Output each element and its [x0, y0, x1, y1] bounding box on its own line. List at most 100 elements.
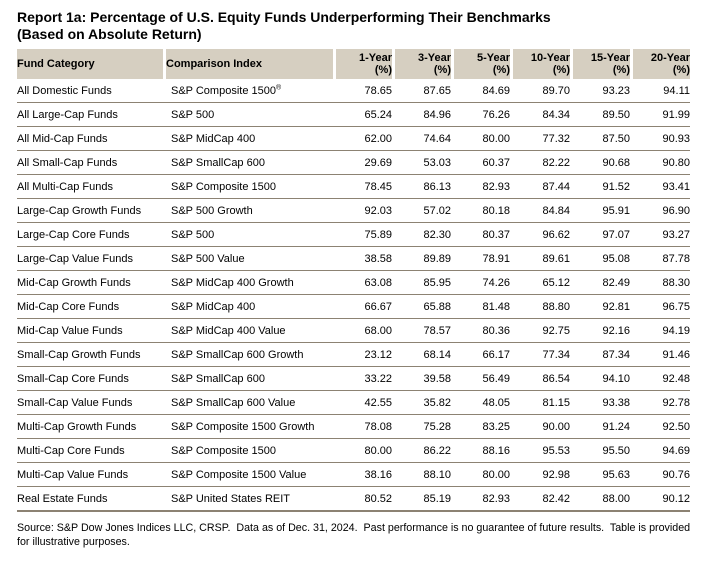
- comparison-index-label: S&P Composite 1500 Value: [171, 468, 307, 481]
- comparison-index-label: S&P 500: [171, 108, 215, 121]
- comparison-index-cell: S&P Composite 1500: [163, 175, 333, 199]
- value-cell-10-year: 92.98: [510, 463, 570, 487]
- value-cell-10-year: 95.53: [510, 439, 570, 463]
- period-unit-label: (%): [492, 64, 510, 76]
- value-cell-15-year: 91.24: [570, 415, 630, 439]
- table-row: Large-Cap Value Funds S&P 500 Value 38.5…: [17, 247, 690, 271]
- value-cell-5-year: 80.18: [451, 199, 510, 223]
- value-cell-15-year: 88.00: [570, 487, 630, 512]
- value-cell-20-year: 96.90: [630, 199, 690, 223]
- table-row: All Domestic Funds S&P Composite 1500® 7…: [17, 79, 690, 103]
- value-cell-3-year: 74.64: [392, 127, 451, 151]
- value-cell-1-year: 78.08: [333, 415, 392, 439]
- report-title: Report 1a: Percentage of U.S. Equity Fun…: [17, 9, 690, 43]
- value-cell-15-year: 94.10: [570, 367, 630, 391]
- value-cell-1-year: 80.52: [333, 487, 392, 512]
- comparison-index-cell: S&P MidCap 400 Value: [163, 319, 333, 343]
- source-note: Source: S&P Dow Jones Indices LLC, CRSP.…: [17, 522, 694, 548]
- value-cell-5-year: 80.37: [451, 223, 510, 247]
- value-cell-10-year: 84.84: [510, 199, 570, 223]
- value-cell-15-year: 91.52: [570, 175, 630, 199]
- value-cell-1-year: 68.00: [333, 319, 392, 343]
- value-cell-3-year: 85.19: [392, 487, 451, 512]
- fund-category-cell: Mid-Cap Core Funds: [17, 295, 163, 319]
- value-cell-1-year: 65.24: [333, 103, 392, 127]
- col-header-15-year: 15-Year (%): [570, 49, 630, 79]
- value-cell-20-year: 91.46: [630, 343, 690, 367]
- value-cell-20-year: 90.76: [630, 463, 690, 487]
- value-cell-3-year: 65.88: [392, 295, 451, 319]
- table-row: All Multi-Cap Funds S&P Composite 1500 7…: [17, 175, 690, 199]
- value-cell-5-year: 82.93: [451, 487, 510, 512]
- col-header-fund-category: Fund Category: [17, 49, 163, 79]
- value-cell-20-year: 94.11: [630, 79, 690, 103]
- col-header-3-year: 3-Year (%): [392, 49, 451, 79]
- value-cell-3-year: 85.95: [392, 271, 451, 295]
- value-cell-1-year: 78.65: [333, 79, 392, 103]
- value-cell-1-year: 23.12: [333, 343, 392, 367]
- value-cell-3-year: 86.13: [392, 175, 451, 199]
- value-cell-10-year: 84.34: [510, 103, 570, 127]
- value-cell-5-year: 66.17: [451, 343, 510, 367]
- value-cell-5-year: 78.91: [451, 247, 510, 271]
- period-unit-label: (%): [433, 64, 451, 76]
- fund-category-cell: All Small-Cap Funds: [17, 151, 163, 175]
- comparison-index-cell: S&P MidCap 400: [163, 295, 333, 319]
- table-row: Multi-Cap Growth Funds S&P Composite 150…: [17, 415, 690, 439]
- fund-category-cell: Large-Cap Core Funds: [17, 223, 163, 247]
- value-cell-15-year: 87.50: [570, 127, 630, 151]
- col-header-10-year: 10-Year (%): [510, 49, 570, 79]
- fund-category-cell: All Mid-Cap Funds: [17, 127, 163, 151]
- comparison-index-cell: S&P United States REIT: [163, 487, 333, 512]
- comparison-index-cell: S&P 500 Value: [163, 247, 333, 271]
- value-cell-3-year: 68.14: [392, 343, 451, 367]
- value-cell-5-year: 81.48: [451, 295, 510, 319]
- comparison-index-label: S&P Composite 1500: [171, 84, 276, 97]
- value-cell-3-year: 35.82: [392, 391, 451, 415]
- table-row: Large-Cap Core Funds S&P 500 75.89 82.30…: [17, 223, 690, 247]
- value-cell-10-year: 65.12: [510, 271, 570, 295]
- value-cell-3-year: 87.65: [392, 79, 451, 103]
- value-cell-1-year: 62.00: [333, 127, 392, 151]
- fund-category-cell: Multi-Cap Value Funds: [17, 463, 163, 487]
- value-cell-3-year: 53.03: [392, 151, 451, 175]
- comparison-index-cell: S&P MidCap 400 Growth: [163, 271, 333, 295]
- value-cell-1-year: 33.22: [333, 367, 392, 391]
- value-cell-5-year: 48.05: [451, 391, 510, 415]
- table-row: Mid-Cap Growth Funds S&P MidCap 400 Grow…: [17, 271, 690, 295]
- value-cell-3-year: 89.89: [392, 247, 451, 271]
- value-cell-10-year: 89.70: [510, 79, 570, 103]
- comparison-index-label: S&P United States REIT: [171, 492, 291, 505]
- value-cell-15-year: 90.68: [570, 151, 630, 175]
- fund-category-cell: All Domestic Funds: [17, 79, 163, 103]
- table-body: All Domestic Funds S&P Composite 1500® 7…: [17, 79, 690, 512]
- col-header-comparison-index: Comparison Index: [163, 49, 333, 79]
- value-cell-10-year: 82.22: [510, 151, 570, 175]
- comparison-index-cell: S&P SmallCap 600: [163, 367, 333, 391]
- comparison-index-cell: S&P 500: [163, 223, 333, 247]
- value-cell-10-year: 89.61: [510, 247, 570, 271]
- comparison-index-label: S&P SmallCap 600: [171, 156, 265, 169]
- table-row: Large-Cap Growth Funds S&P 500 Growth 92…: [17, 199, 690, 223]
- value-cell-20-year: 94.19: [630, 319, 690, 343]
- value-cell-5-year: 83.25: [451, 415, 510, 439]
- comparison-index-cell: S&P SmallCap 600 Value: [163, 391, 333, 415]
- comparison-index-cell: S&P Composite 1500 Value: [163, 463, 333, 487]
- period-unit-label: (%): [672, 64, 690, 76]
- value-cell-5-year: 74.26: [451, 271, 510, 295]
- table-row: Mid-Cap Core Funds S&P MidCap 400 66.67 …: [17, 295, 690, 319]
- value-cell-5-year: 88.16: [451, 439, 510, 463]
- value-cell-15-year: 95.08: [570, 247, 630, 271]
- fund-category-cell: Multi-Cap Core Funds: [17, 439, 163, 463]
- fund-category-cell: All Multi-Cap Funds: [17, 175, 163, 199]
- value-cell-1-year: 78.45: [333, 175, 392, 199]
- table-row: All Small-Cap Funds S&P SmallCap 600 29.…: [17, 151, 690, 175]
- value-cell-10-year: 86.54: [510, 367, 570, 391]
- period-label: 5-Year: [476, 52, 510, 64]
- value-cell-15-year: 92.16: [570, 319, 630, 343]
- fund-category-cell: Small-Cap Core Funds: [17, 367, 163, 391]
- value-cell-10-year: 82.42: [510, 487, 570, 512]
- period-unit-label: (%): [374, 64, 392, 76]
- value-cell-1-year: 42.55: [333, 391, 392, 415]
